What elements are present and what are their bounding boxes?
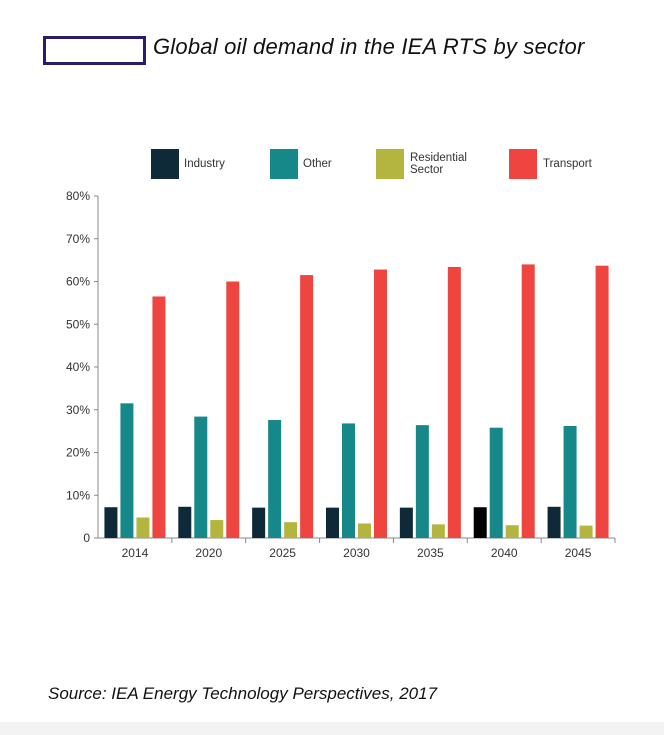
y-tick-label: 40% [66,360,90,374]
y-axis: 0 10% 20% 30% 40% 50% 60% 70% 80% [66,189,99,545]
bar-industry [399,507,413,538]
y-tick-label: 20% [66,446,90,460]
legend-label: Residential [410,152,467,164]
bar-residential-sector [210,520,224,538]
bar-other [120,403,134,538]
y-tick-label: 80% [66,189,90,203]
x-tick-label: 2040 [491,546,518,560]
bar-other [194,416,208,538]
bar-transport [521,264,535,538]
y-tick-label: 30% [66,403,90,417]
legend-label: Transport [543,158,593,170]
bar-industry [473,507,487,538]
bar-industry [547,506,561,538]
bar-industry [326,507,339,538]
x-axis: 2014 2020 2025 2030 2035 2040 2045 [98,537,616,560]
bar-transport [595,265,609,538]
bar-residential-sector [284,522,298,538]
logo-box [43,36,146,65]
bar-residential-sector [431,524,445,538]
bar-transport [152,296,166,538]
x-tick-label: 2045 [565,546,592,560]
bar-other [342,423,355,538]
legend-swatch [509,149,537,179]
x-tick-label: 2030 [343,546,370,560]
x-tick-label: 2014 [122,546,149,560]
x-tick-label: 2035 [417,546,444,560]
bar-residential-sector [505,525,519,538]
bar-transport [226,281,240,538]
bar-transport [374,269,387,538]
y-tick-label: 60% [66,275,90,289]
x-tick-label: 2020 [195,546,222,560]
legend-swatch [270,149,298,179]
bar-other [489,427,503,538]
y-tick-label: 70% [66,232,90,246]
y-tick-label: 10% [66,488,90,502]
bar-residential-sector [358,523,371,538]
legend-label: Other [303,158,332,170]
x-tick-label: 2025 [269,546,296,560]
bottom-strip [0,722,664,735]
bar-residential-sector [136,517,150,538]
y-tick-label: 50% [66,317,90,331]
bars [104,264,609,538]
legend-swatch [376,149,404,179]
bar-residential-sector [579,525,593,538]
legend-label: Sector [410,164,443,176]
legend-swatch [151,149,179,179]
source-note: Source: IEA Energy Technology Perspectiv… [48,684,438,703]
bar-industry [178,506,192,538]
bar-industry [104,507,118,538]
bar-transport [300,275,314,538]
chart-title: Global oil demand in the IEA RTS by sect… [153,34,585,59]
bar-transport [447,266,461,538]
bar-other [268,420,282,538]
bar-other [563,425,577,538]
legend-label: Industry [184,158,225,170]
bar-other [415,425,429,538]
y-tick-label: 0 [83,531,90,545]
bar-industry [252,507,266,538]
